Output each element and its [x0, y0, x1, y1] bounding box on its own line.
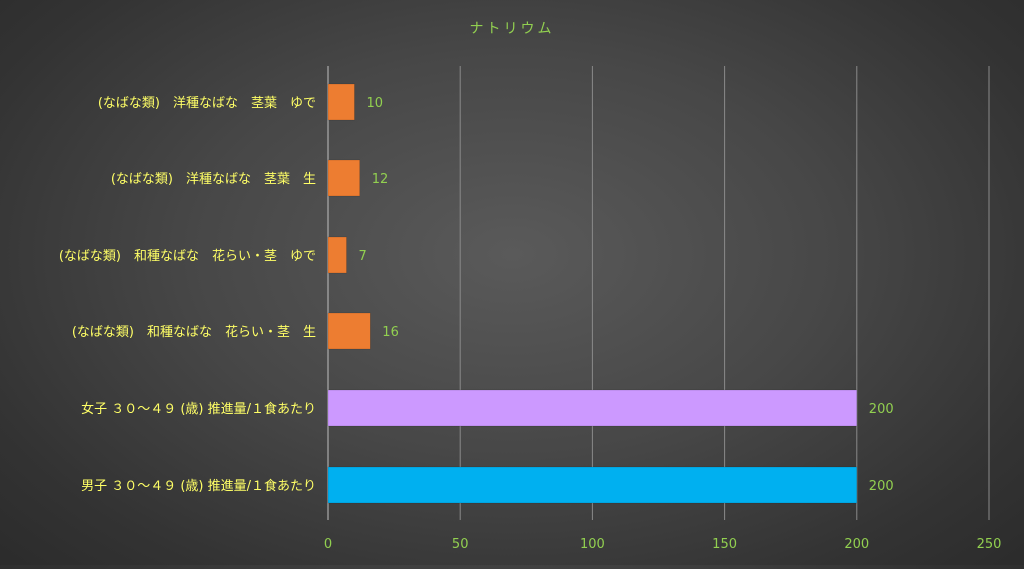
data-label: 7	[359, 249, 367, 264]
x-tick-label: 250	[977, 537, 1002, 552]
bar	[327, 389, 858, 427]
data-label: 200	[869, 479, 894, 494]
data-label: 200	[869, 402, 894, 417]
x-tick-label: 100	[580, 537, 605, 552]
data-label: 12	[372, 172, 389, 187]
bar	[327, 236, 347, 274]
category-label: (なばな類) 洋種なばな 茎葉 ゆで	[98, 95, 316, 111]
category-label: 女子 ３０～４９ (歳) 推進量/１食あたり	[81, 401, 316, 417]
data-label: 16	[382, 325, 399, 340]
category-label: 男子 ３０～４９ (歳) 推進量/１食あたり	[81, 478, 316, 494]
x-tick-label: 200	[844, 537, 869, 552]
chart-title: ナトリウム	[470, 21, 555, 37]
bar	[327, 159, 360, 197]
x-tick-label: 0	[324, 537, 332, 552]
data-labels: 10 12 7 16 200 200	[359, 96, 894, 494]
category-label: (なばな類) 和種なばな 花らい・茎 生	[72, 324, 316, 340]
gridlines	[327, 66, 990, 520]
x-axis-ticks: 0 50 100 150 200 250	[324, 537, 1002, 552]
x-tick-label: 50	[452, 537, 469, 552]
bar	[327, 83, 355, 121]
bar	[327, 466, 858, 504]
data-label: 10	[366, 96, 383, 111]
bars	[327, 83, 858, 504]
bar	[327, 312, 371, 350]
category-label: (なばな類) 和種なばな 花らい・茎 ゆで	[59, 248, 316, 264]
x-tick-label: 150	[712, 537, 737, 552]
category-labels: (なばな類) 洋種なばな 茎葉 ゆで (なばな類) 洋種なばな 茎葉 生 (なばな類…	[59, 95, 316, 494]
category-label: (なばな類) 洋種なばな 茎葉 生	[111, 171, 316, 187]
